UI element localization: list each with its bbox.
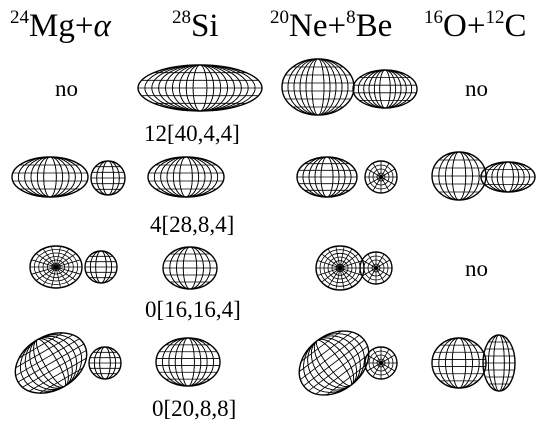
alpha-sphere-row2 [90, 160, 126, 196]
si-ellipsoid-row3 [162, 246, 218, 290]
alpha-sphere-row4 [88, 346, 122, 380]
label-no-mg-row1: no [55, 76, 78, 101]
alpha-sphere-row3 [84, 250, 118, 284]
be-sphere-row4 [364, 346, 398, 380]
label-config-2: 4[28,8,4] [150, 212, 235, 237]
ne-ellipsoid-row3 [315, 245, 365, 291]
be-sphere-row2 [364, 160, 398, 194]
be-sphere-row3 [359, 251, 393, 285]
header-mg-alpha: 24Mg+α [10, 7, 111, 44]
c-ellipsoid-row2 [480, 161, 536, 193]
ne-ellipsoid-row1 [281, 58, 355, 116]
header-ne-be: 20Ne+8Be [270, 7, 393, 44]
mg-ellipsoid-row4 [14, 332, 88, 394]
o-sphere-row2 [431, 151, 487, 201]
label-config-1: 12[40,4,4] [144, 121, 240, 146]
label-config-3: 0[16,16,4] [145, 297, 241, 322]
header-o-c: 16O+12C [424, 7, 527, 44]
label-no-oc-row1: no [465, 76, 488, 101]
si-ellipsoid-row4 [155, 337, 221, 387]
be-ellipsoid-row1 [352, 69, 418, 109]
ne-ellipsoid-row4 [298, 330, 370, 396]
label-no-oc-row3: no [465, 256, 488, 281]
ne-ellipsoid-row2 [296, 156, 358, 198]
si-ellipsoid-row1 [137, 64, 263, 112]
mg-ellipsoid-row2 [11, 156, 89, 198]
label-config-4: 0[20,8,8] [152, 396, 237, 421]
o-sphere-row4 [431, 337, 487, 389]
mg-ellipsoid-row3 [29, 245, 83, 289]
header-si: 28Si [172, 7, 219, 44]
si-ellipsoid-row2 [147, 156, 225, 198]
c-ellipsoid-row4 [482, 334, 516, 392]
